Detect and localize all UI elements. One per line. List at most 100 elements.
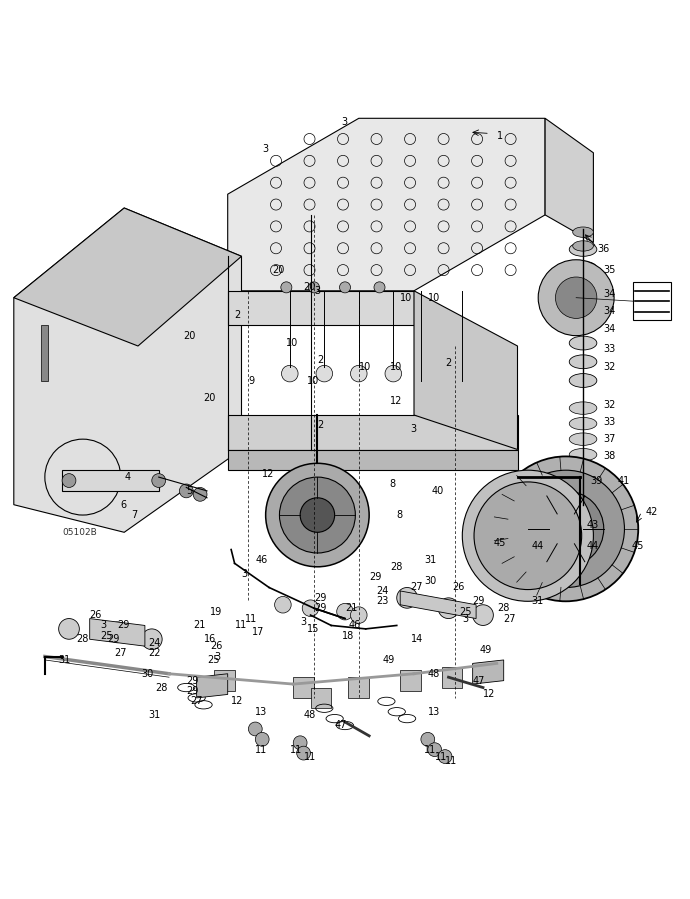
Ellipse shape [569, 355, 597, 369]
Text: 34: 34 [604, 324, 616, 334]
Ellipse shape [569, 433, 597, 445]
Circle shape [538, 260, 614, 335]
Polygon shape [228, 119, 545, 290]
Polygon shape [348, 677, 369, 698]
Text: 27: 27 [504, 613, 516, 624]
Text: 31: 31 [424, 555, 437, 565]
Circle shape [528, 491, 604, 566]
Text: 11: 11 [424, 744, 437, 754]
Ellipse shape [569, 298, 597, 313]
Text: 29: 29 [369, 572, 382, 583]
Polygon shape [400, 671, 421, 691]
Text: 3: 3 [214, 652, 220, 662]
Text: 46: 46 [255, 555, 268, 565]
Ellipse shape [569, 317, 597, 331]
Polygon shape [90, 619, 145, 646]
Ellipse shape [569, 374, 597, 387]
Text: 40: 40 [431, 485, 444, 496]
Text: 10: 10 [307, 376, 319, 386]
Text: 2: 2 [317, 355, 324, 365]
Text: 26: 26 [90, 610, 102, 620]
Text: 13: 13 [255, 707, 268, 717]
Text: 7: 7 [131, 510, 137, 520]
Text: 2: 2 [445, 358, 451, 369]
Ellipse shape [573, 227, 593, 237]
Circle shape [193, 487, 207, 502]
Ellipse shape [569, 402, 597, 414]
Text: 28: 28 [155, 682, 168, 692]
Text: 42: 42 [645, 507, 658, 517]
Text: 30: 30 [141, 669, 154, 679]
Circle shape [421, 733, 435, 746]
Text: 21: 21 [193, 620, 206, 630]
Text: 21: 21 [345, 603, 357, 613]
Polygon shape [197, 673, 228, 698]
Text: 28: 28 [76, 635, 88, 645]
Circle shape [351, 607, 367, 623]
Polygon shape [41, 325, 48, 380]
Polygon shape [545, 119, 593, 243]
Text: 32: 32 [604, 361, 616, 371]
Text: 8: 8 [397, 510, 403, 520]
Circle shape [428, 743, 442, 757]
Text: 28: 28 [390, 562, 402, 572]
Text: 11: 11 [304, 752, 316, 761]
Circle shape [179, 484, 193, 498]
Ellipse shape [569, 464, 597, 476]
Text: 20: 20 [273, 265, 285, 275]
Text: 12: 12 [390, 396, 402, 406]
Text: 10: 10 [428, 293, 440, 303]
Text: 36: 36 [597, 245, 609, 254]
Text: 24: 24 [376, 586, 388, 596]
Text: 31: 31 [59, 655, 71, 665]
Text: 5: 5 [186, 485, 193, 496]
Text: 16: 16 [204, 635, 216, 645]
Text: 2: 2 [235, 310, 241, 320]
Text: 27: 27 [411, 583, 423, 592]
Text: 14: 14 [411, 635, 423, 645]
Text: 15: 15 [307, 624, 319, 634]
Text: 34: 34 [604, 307, 616, 316]
Text: 11: 11 [445, 756, 457, 766]
Text: 6: 6 [121, 500, 127, 510]
Circle shape [337, 603, 353, 620]
Text: 25: 25 [207, 655, 219, 665]
Circle shape [473, 605, 493, 626]
Text: 26: 26 [210, 641, 223, 651]
Circle shape [300, 498, 335, 532]
Text: 29: 29 [186, 686, 199, 696]
Text: 12: 12 [231, 697, 244, 707]
Text: 37: 37 [604, 434, 616, 444]
Text: 30: 30 [424, 575, 437, 585]
Text: 10: 10 [400, 293, 413, 303]
Text: 43: 43 [586, 521, 599, 530]
Circle shape [293, 736, 307, 750]
Text: 29: 29 [314, 592, 326, 603]
Text: 22: 22 [148, 648, 161, 658]
Ellipse shape [569, 449, 597, 461]
Text: 26: 26 [452, 583, 464, 592]
Text: 44: 44 [586, 541, 599, 551]
Text: 48: 48 [428, 669, 440, 679]
Circle shape [507, 470, 624, 588]
Circle shape [351, 365, 367, 382]
Ellipse shape [569, 417, 597, 430]
Text: 25: 25 [459, 607, 471, 617]
Text: 33: 33 [604, 417, 616, 427]
Text: 3: 3 [262, 145, 268, 155]
Polygon shape [414, 290, 518, 450]
Text: 25: 25 [100, 631, 112, 641]
Text: 31: 31 [148, 710, 161, 720]
Circle shape [275, 596, 291, 613]
Text: 32: 32 [604, 400, 616, 410]
Text: 11: 11 [435, 752, 447, 761]
Circle shape [397, 588, 417, 609]
Circle shape [282, 365, 298, 382]
Text: 23: 23 [376, 596, 388, 606]
Polygon shape [228, 450, 518, 470]
Text: 05102B: 05102B [62, 528, 97, 537]
Circle shape [316, 365, 333, 382]
Circle shape [59, 619, 79, 639]
Text: 20: 20 [204, 393, 216, 403]
Circle shape [549, 512, 583, 546]
